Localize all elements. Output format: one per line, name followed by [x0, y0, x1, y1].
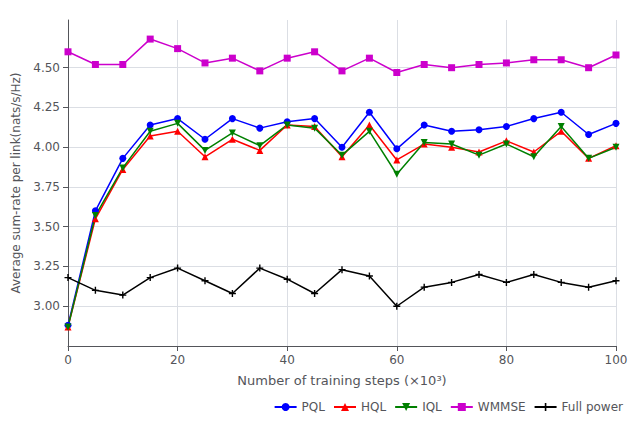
- svg-text:WMMSE: WMMSE: [478, 400, 526, 414]
- svg-text:0: 0: [64, 353, 72, 367]
- svg-text:HQL: HQL: [361, 400, 386, 414]
- svg-text:3.25: 3.25: [33, 259, 60, 273]
- svg-text:Full power: Full power: [562, 400, 623, 414]
- svg-text:4.00: 4.00: [33, 140, 60, 154]
- svg-text:PQL: PQL: [302, 400, 326, 414]
- svg-text:3.50: 3.50: [33, 220, 60, 234]
- svg-text:Number of training steps (×10³: Number of training steps (×10³): [237, 373, 446, 388]
- svg-text:4.25: 4.25: [33, 100, 60, 114]
- svg-text:3.00: 3.00: [33, 299, 60, 313]
- svg-text:Average sum-rate per link(nats: Average sum-rate per link(nats/s/Hz): [9, 72, 23, 293]
- svg-text:4.50: 4.50: [33, 61, 60, 75]
- svg-text:80: 80: [499, 353, 514, 367]
- svg-text:60: 60: [389, 353, 404, 367]
- svg-text:100: 100: [605, 353, 628, 367]
- svg-text:IQL: IQL: [422, 400, 442, 414]
- svg-text:40: 40: [280, 353, 295, 367]
- svg-text:20: 20: [170, 353, 185, 367]
- svg-text:3.75: 3.75: [33, 180, 60, 194]
